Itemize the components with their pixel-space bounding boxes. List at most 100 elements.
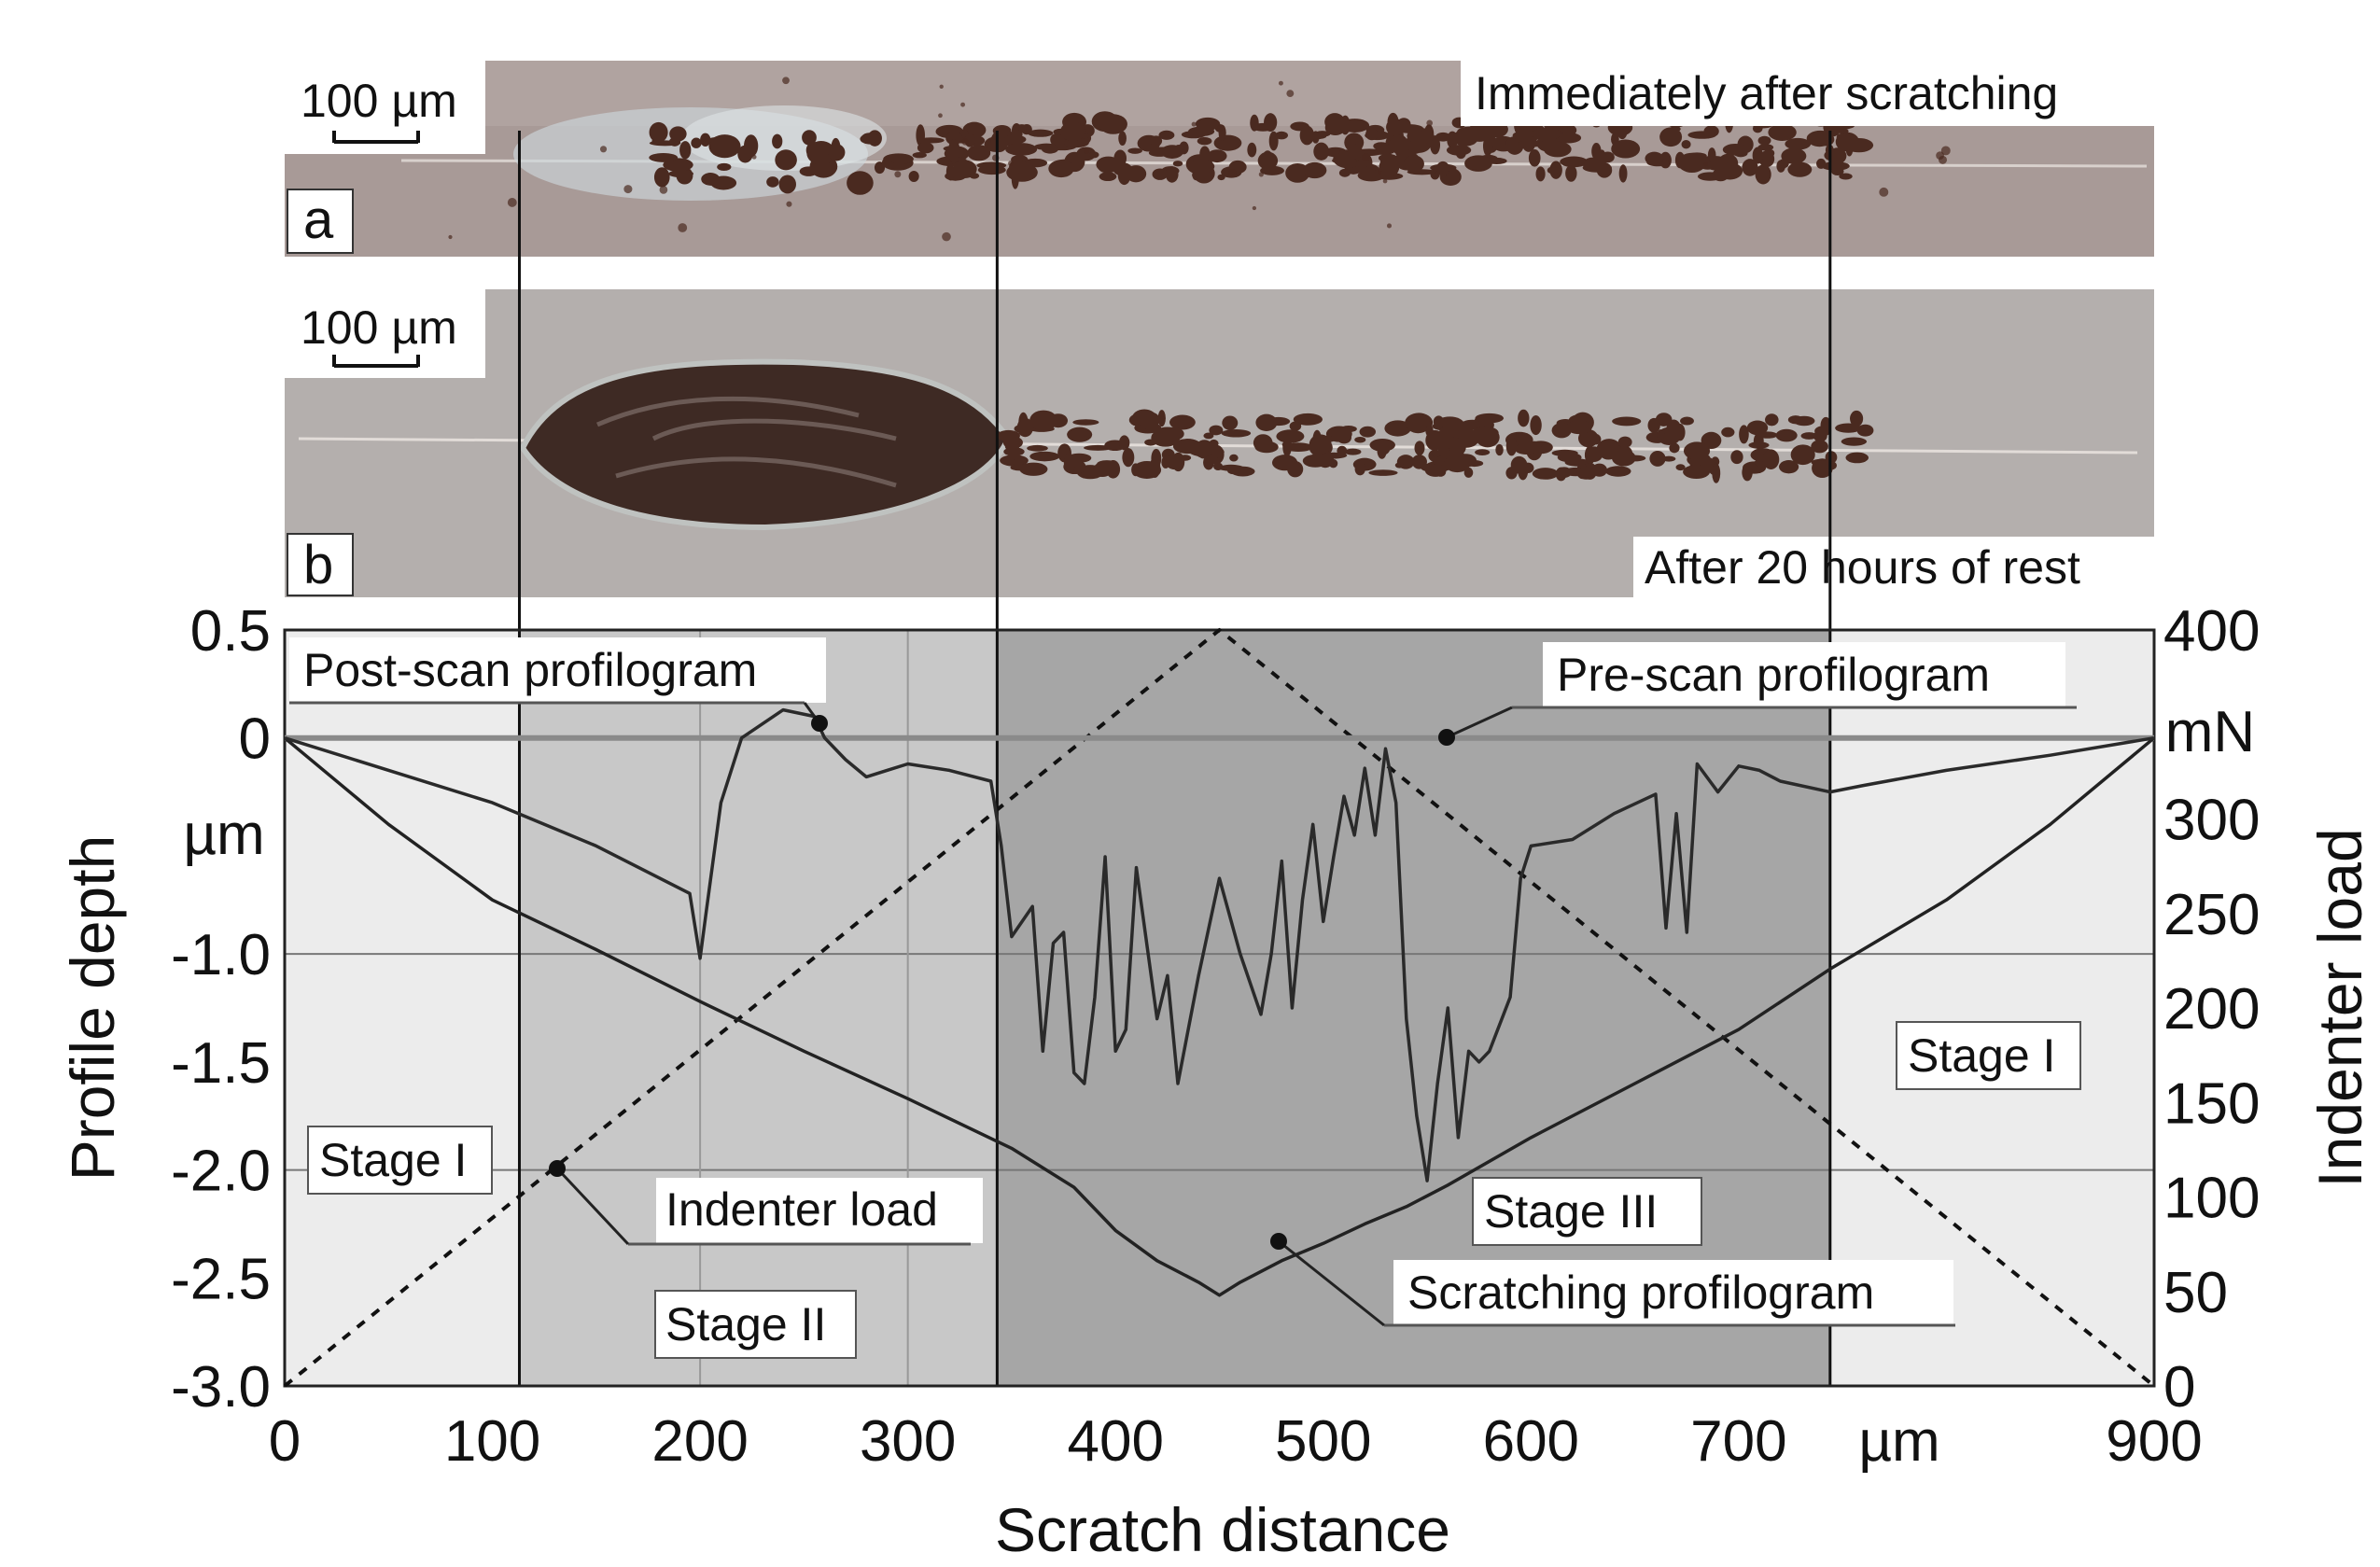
debris-particle <box>1787 161 1813 177</box>
debris-particle <box>775 149 797 171</box>
debris-particle <box>1008 161 1014 166</box>
debris-particle <box>1464 155 1492 172</box>
debris-particle <box>916 124 926 147</box>
debris-particle <box>1739 425 1749 444</box>
debris-particle <box>1207 149 1227 163</box>
debris-particle <box>1247 142 1257 158</box>
debris-particle <box>751 154 757 160</box>
debris-particle <box>1149 457 1161 478</box>
debris-particle <box>1781 147 1807 164</box>
debris-particle <box>1446 145 1472 156</box>
debris-particle <box>1707 147 1716 162</box>
debris-particle <box>1475 413 1505 424</box>
debris-particle <box>1752 147 1763 164</box>
debris-particle <box>1067 427 1093 442</box>
x-tick-label: 300 <box>860 1409 956 1474</box>
debris-particle <box>1576 467 1596 480</box>
debris-particle <box>1742 464 1753 482</box>
debris-particle <box>1463 467 1474 478</box>
debris-particle <box>1426 119 1434 127</box>
debris-particle <box>1434 418 1444 430</box>
debris-particle <box>799 166 819 176</box>
debris-particle <box>1009 160 1029 174</box>
y-axis-unit: µm <box>183 803 264 867</box>
y2-tick-label: 400 <box>2163 599 2260 664</box>
debris-particle <box>1332 157 1357 164</box>
debris-particle <box>1378 170 1382 175</box>
debris-particle <box>1252 205 1257 211</box>
debris-particle <box>679 141 692 160</box>
x-tick-label: 700 <box>1690 1409 1786 1474</box>
y2-tick-label: 100 <box>2163 1167 2260 1231</box>
debris-particle <box>1647 417 1660 433</box>
debris-particle <box>1003 134 1027 145</box>
debris-particle <box>1203 432 1214 440</box>
debris-particle <box>1940 146 1951 156</box>
debris-particle <box>1386 119 1405 136</box>
debris-particle <box>1811 440 1828 454</box>
debris-particle <box>1590 433 1602 445</box>
debris-particle <box>828 144 846 161</box>
debris-particle <box>1687 131 1717 139</box>
debris-particle <box>1221 429 1252 438</box>
stage-bg-1 <box>285 630 520 1386</box>
debris-particle <box>969 173 980 179</box>
debris-particle <box>1611 139 1641 159</box>
y-tick-label: -2.0 <box>171 1140 271 1204</box>
y-tick-label: -3.0 <box>171 1355 271 1420</box>
stage-label-left-text: Stage I <box>319 1134 467 1186</box>
debris-particle <box>1746 420 1769 436</box>
debris-particle <box>1353 143 1362 161</box>
debris-particle <box>1551 422 1572 439</box>
debris-particle <box>1611 449 1636 467</box>
debris-particle <box>1605 466 1631 477</box>
x-tick-label: 0 <box>269 1409 301 1474</box>
debris-particle <box>1748 441 1770 449</box>
debris-particle <box>691 137 702 148</box>
y2-tick-label: 300 <box>2163 789 2260 853</box>
annotation-scratching-label: Scratching profilogram <box>1407 1266 1874 1319</box>
debris-particle <box>945 131 963 146</box>
debris-particle <box>1669 442 1680 454</box>
debris-particle <box>1015 124 1028 131</box>
debris-particle <box>1255 413 1278 432</box>
debris-particle <box>1557 452 1582 463</box>
debris-particle <box>599 146 608 153</box>
debris-particle <box>1286 90 1295 98</box>
debris-particle <box>1472 426 1499 440</box>
debris-particle <box>1657 428 1665 440</box>
debris-particle <box>1213 134 1242 151</box>
debris-particle <box>1778 159 1789 169</box>
debris-particle <box>889 153 913 164</box>
debris-particle <box>1354 462 1365 476</box>
x-tick-label: 100 <box>444 1409 540 1474</box>
debris-particle <box>1305 133 1327 140</box>
debris-particle <box>1230 466 1255 477</box>
debris-particle <box>1836 133 1847 142</box>
debris-particle <box>1365 128 1379 141</box>
debris-particle <box>942 231 951 242</box>
debris-particle <box>1425 425 1434 438</box>
scratching-profilogram-line <box>283 736 2156 1297</box>
debris-particle <box>1841 437 1868 446</box>
debris-particle <box>1199 146 1211 162</box>
debris-particle <box>1091 111 1118 133</box>
post-scan-profilogram-line <box>284 707 2155 1182</box>
debris-particle <box>1839 173 1853 180</box>
debris-particle <box>1845 137 1854 157</box>
debris-particle <box>1532 127 1561 141</box>
debris-particle <box>947 138 960 163</box>
debris-particle <box>1016 417 1034 438</box>
panel-b-tag: b <box>303 535 333 595</box>
debris-particle <box>669 126 687 142</box>
x-axis-unit: µm <box>1858 1409 1939 1474</box>
y-tick-label: -2.5 <box>171 1247 271 1311</box>
y2-tick-label: 50 <box>2163 1261 2228 1325</box>
debris-particle <box>847 171 874 195</box>
panel-b-scalebar-label: 100 µm <box>301 301 457 354</box>
debris-particle <box>1467 122 1491 142</box>
debris-particle <box>1584 445 1596 465</box>
debris-particle <box>1566 420 1592 435</box>
debris-particle <box>1757 144 1774 151</box>
debris-particle <box>1368 469 1398 476</box>
